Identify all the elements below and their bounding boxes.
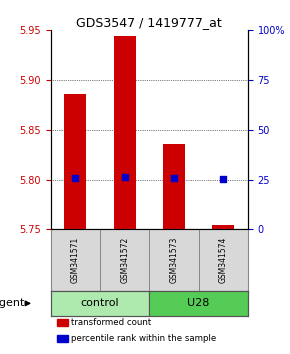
Point bbox=[122, 174, 127, 179]
Bar bbox=[57, 319, 68, 326]
Point bbox=[172, 175, 176, 181]
Text: GSM341571: GSM341571 bbox=[71, 237, 80, 283]
Point bbox=[73, 175, 78, 181]
Text: agent: agent bbox=[0, 298, 25, 308]
Text: transformed count: transformed count bbox=[71, 318, 152, 327]
Bar bbox=[114, 36, 136, 229]
Bar bbox=[51, 229, 100, 291]
Bar bbox=[64, 94, 86, 229]
Bar bbox=[57, 335, 68, 342]
Bar bbox=[199, 229, 248, 291]
Point bbox=[221, 176, 226, 181]
Bar bbox=[212, 225, 234, 229]
Text: GSM341572: GSM341572 bbox=[120, 237, 129, 283]
Title: GDS3547 / 1419777_at: GDS3547 / 1419777_at bbox=[77, 16, 222, 29]
Bar bbox=[149, 291, 248, 316]
Bar bbox=[149, 229, 199, 291]
Text: U28: U28 bbox=[187, 298, 210, 308]
Text: control: control bbox=[81, 298, 119, 308]
Bar bbox=[51, 291, 149, 316]
Text: GSM341574: GSM341574 bbox=[219, 237, 228, 284]
Text: percentile rank within the sample: percentile rank within the sample bbox=[71, 334, 217, 343]
Text: GSM341573: GSM341573 bbox=[169, 237, 179, 284]
Bar bbox=[163, 144, 185, 229]
Bar bbox=[100, 229, 149, 291]
